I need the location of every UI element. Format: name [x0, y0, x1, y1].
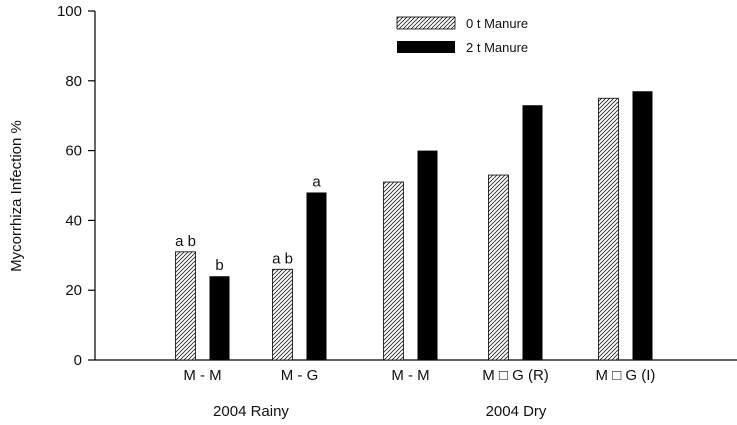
bar-letter-label: a b — [272, 250, 293, 267]
bar-letter-label: b — [215, 257, 223, 274]
x-tick-label: M - G — [281, 367, 319, 384]
bar-hatched-3 — [488, 174, 509, 361]
group-labels: 2004 Rainy 2004 Dry — [213, 403, 547, 420]
y-tick-label: 20 — [65, 282, 82, 299]
y-axis-label: Mycorrhiza Infection % — [8, 120, 25, 272]
x-tick-label: M □ G (I) — [596, 367, 656, 384]
bar-solid-0 — [209, 276, 230, 360]
x-tick-label: M □ G (R) — [482, 367, 549, 384]
y-tick-label: 0 — [74, 352, 82, 369]
y-tick-label: 40 — [65, 212, 82, 229]
y-ticks: 0 20 40 60 80 100 — [57, 3, 95, 369]
group-label: 2004 Dry — [486, 403, 547, 420]
y-tick-label: 100 — [57, 3, 82, 20]
y-tick-label: 60 — [65, 143, 82, 160]
group-label: 2004 Rainy — [213, 403, 289, 420]
x-tick-labels: M - M M - G M - M M □ G (R) M □ G (I) — [183, 367, 655, 384]
legend: 0 t Manure 2 t Manure — [396, 16, 528, 55]
bar-labels: a b a b b a — [175, 173, 321, 274]
bar-solid-4 — [632, 91, 653, 361]
legend-swatch-hatched — [396, 16, 456, 30]
bars — [175, 91, 653, 361]
bar-solid-2 — [417, 150, 438, 360]
legend-swatch-solid — [397, 41, 455, 53]
bar-hatched-2 — [383, 181, 404, 361]
bar-hatched-1 — [272, 268, 293, 361]
legend-label-1: 2 t Manure — [466, 40, 528, 55]
bar-letter-label: a — [312, 173, 321, 190]
bar-letter-label: a b — [175, 233, 196, 250]
bar-solid-1 — [306, 192, 327, 360]
legend-label-0: 0 t Manure — [466, 16, 528, 31]
bar-solid-3 — [522, 105, 543, 360]
x-tick-label: M - M — [391, 367, 429, 384]
axes — [94, 11, 737, 361]
y-tick-label: 80 — [65, 73, 82, 90]
x-tick-label: M - M — [183, 367, 221, 384]
bar-hatched-4 — [598, 97, 619, 361]
bar-hatched-0 — [175, 251, 196, 361]
